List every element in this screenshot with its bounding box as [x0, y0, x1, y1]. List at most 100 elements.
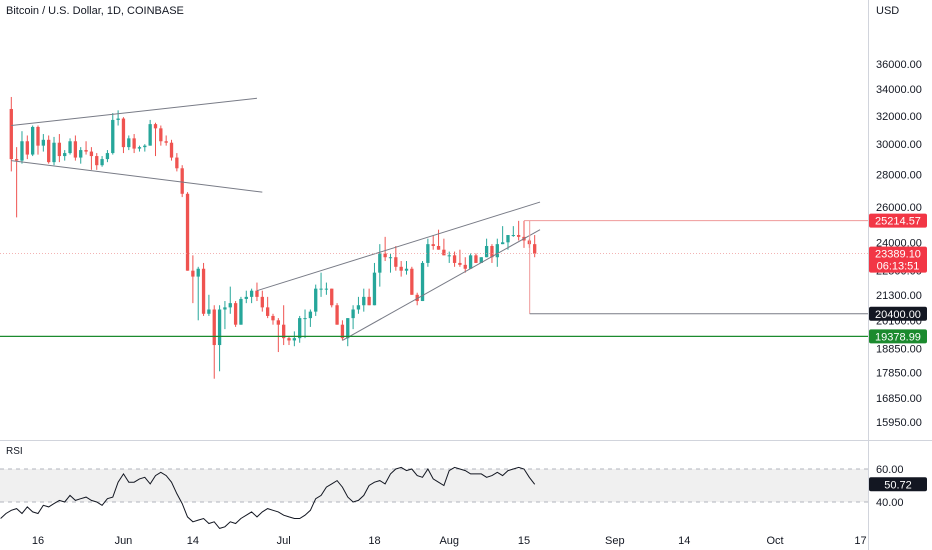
- candle-body: [41, 139, 45, 146]
- candle-body: [287, 338, 291, 341]
- rsi-line: [0, 466, 536, 529]
- candle-body: [447, 255, 451, 257]
- candle-body: [463, 264, 467, 269]
- candle-body: [175, 157, 179, 169]
- candle-body: [111, 119, 115, 154]
- candle-body: [410, 268, 414, 295]
- candle-body: [271, 315, 275, 321]
- candle-body: [255, 290, 259, 297]
- candle-body: [292, 338, 297, 341]
- rsi-tick-label: 40.00: [876, 497, 904, 509]
- y-tick-label: 26000.00: [876, 202, 922, 214]
- candle-body: [362, 296, 366, 306]
- wedge-lower-line: [342, 229, 541, 341]
- trendlines-group: [11, 97, 541, 341]
- candle-body: [223, 307, 227, 310]
- target-level-badge: [869, 306, 927, 321]
- candle-body: [335, 305, 339, 325]
- candle-body: [340, 324, 345, 339]
- candle-body: [25, 141, 29, 155]
- candle-body: [9, 108, 13, 160]
- current-price-badge-text: 23389.10: [875, 249, 921, 261]
- candle-body: [207, 309, 211, 314]
- levels-group: [0, 220, 868, 337]
- candle-body: [303, 318, 307, 320]
- candle-body: [89, 151, 94, 157]
- y-tick-label: 36000.00: [876, 59, 922, 71]
- y-tick-label: 34000.00: [876, 84, 922, 96]
- target-level-badge-text: 20400.00: [875, 309, 921, 321]
- y-tick-label: 30000.00: [876, 139, 922, 151]
- y-tick-label: 24000.00: [876, 237, 922, 249]
- candle-body: [84, 150, 88, 152]
- candle-body: [164, 141, 168, 143]
- candle-body: [63, 153, 67, 157]
- candle-body: [399, 266, 403, 271]
- candle-body: [196, 268, 200, 277]
- candle-body: [233, 303, 238, 325]
- candle-body: [52, 142, 56, 163]
- candle-body: [282, 324, 286, 339]
- candle-body: [517, 235, 521, 237]
- rsi-band: [0, 469, 868, 502]
- candle-body: [127, 138, 131, 148]
- candle-body: [415, 294, 419, 302]
- y-tick-label: 28000.00: [876, 170, 922, 182]
- candle-body: [431, 244, 435, 246]
- candle-body: [468, 255, 473, 269]
- candle-body: [31, 126, 35, 155]
- candle-body: [153, 124, 158, 129]
- x-tick-label: Sep: [605, 535, 625, 547]
- candle-body: [73, 141, 78, 158]
- candle-body: [383, 253, 387, 258]
- candle-body: [388, 257, 393, 259]
- candle-body: [474, 255, 478, 263]
- candle-body: [367, 296, 371, 306]
- x-tick-label: 17: [854, 535, 866, 547]
- candle-body: [533, 244, 537, 254]
- candle-body: [351, 309, 355, 319]
- candle-body: [79, 150, 83, 158]
- candle-body: [458, 262, 462, 265]
- x-tick-label: Jul: [277, 535, 291, 547]
- candle-body: [239, 298, 243, 325]
- candle-body: [100, 159, 104, 166]
- y-tick-label: 21300.00: [876, 290, 922, 302]
- candle-body: [249, 290, 254, 297]
- candle-body: [191, 270, 195, 277]
- candle-body: [394, 257, 398, 267]
- candle-body: [20, 141, 24, 161]
- candle-body: [47, 139, 51, 163]
- candle-body: [426, 244, 430, 263]
- rsi-value-badge-text: 50.72: [884, 479, 912, 491]
- upper-flag-line: [11, 97, 258, 127]
- candle-body: [143, 145, 147, 148]
- candle-body: [57, 142, 62, 157]
- candle-body: [14, 159, 19, 161]
- rsi-group: [0, 466, 536, 529]
- x-tick-label: 16: [32, 535, 44, 547]
- candle-body: [319, 288, 323, 290]
- x-tick-label: Jun: [115, 535, 133, 547]
- candle-body: [68, 141, 72, 154]
- candle-body: [244, 296, 248, 299]
- y-tick-label: 32000.00: [876, 111, 922, 123]
- candle-body: [356, 305, 361, 310]
- rsi-tick-label: 60.00: [876, 464, 904, 476]
- candle-body: [121, 118, 126, 148]
- symbol-title: Bitcoin / U.S. Dollar, 1D, COINBASE: [6, 5, 184, 17]
- rsi-value-badge: [869, 477, 927, 492]
- support-badge-text: 19378.99: [875, 331, 921, 343]
- x-tick-label: Aug: [439, 535, 459, 547]
- candle-body: [169, 142, 174, 158]
- lower-flag-line: [11, 160, 263, 193]
- y-tick-label: 18850.00: [876, 344, 922, 356]
- x-tick-label: 18: [368, 535, 380, 547]
- candle-body: [132, 138, 136, 149]
- candle-body: [105, 153, 110, 160]
- candle-body: [201, 268, 206, 314]
- candle-body: [159, 128, 163, 142]
- candle-body: [36, 126, 40, 146]
